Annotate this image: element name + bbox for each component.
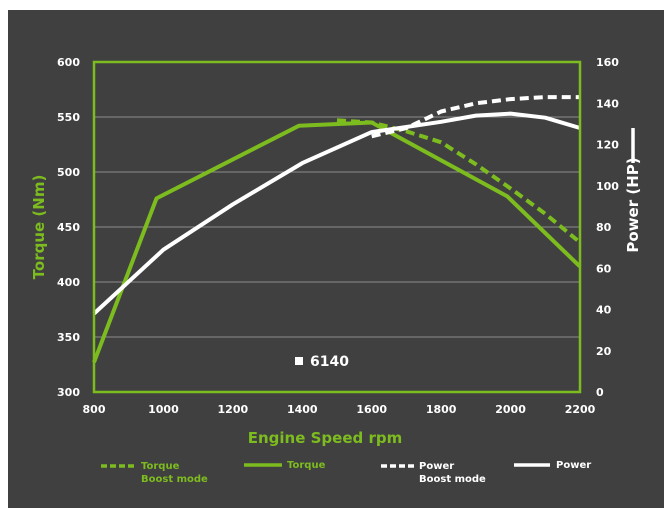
series-layer [92,95,582,364]
plot-area-border [92,60,582,394]
model-label: 6140 [310,354,349,370]
right-tick-label-40: 40 [596,304,612,317]
legend-power-boost-line1: Power [419,461,454,472]
left-tick-label-350: 350 [57,331,80,344]
legend-torque-label: Torque [287,460,326,471]
right-tick-label-80: 80 [596,221,612,234]
legend-power-boost-line2: Boost mode [419,474,486,485]
left-tick-label-450: 450 [57,221,80,234]
legend: Torque Boost mode Torque Power Boost mod… [101,460,591,485]
left-tick-label-300: 300 [57,386,80,399]
series-line-torque-boost-mode [336,118,582,244]
x-tick-label-1000: 1000 [148,403,179,416]
right-tick-label-140: 140 [596,97,619,110]
left-tick-label-500: 500 [57,166,80,179]
x-tick-label-800: 800 [83,403,106,416]
left-tick-label-400: 400 [57,276,80,289]
left-axis-label: Torque (Nm) [30,175,48,280]
right-axis-ticks: 0 20 40 60 80 100 120 140 160 [596,56,619,399]
series-line-power [92,111,581,316]
model-marker-icon [295,357,303,365]
right-tick-label-120: 120 [596,139,619,152]
x-tick-label-1600: 1600 [356,403,387,416]
legend-power-boost-label: Power Boost mode [419,461,486,485]
left-axis-ticks: 300 350 400 450 500 550 600 [57,56,80,399]
chart-background [8,10,664,508]
left-tick-label-600: 600 [57,56,80,69]
x-axis-ticks: 800 1000 1200 1400 1600 1800 2000 2200 [83,403,596,416]
left-tick-label-550: 550 [57,111,80,124]
legend-torque-boost-label: Torque Boost mode [141,461,208,485]
x-tick-label-1800: 1800 [426,403,457,416]
right-tick-label-0: 0 [596,386,604,399]
right-axis-label: Power (HP) [624,157,642,252]
right-tick-label-20: 20 [596,345,612,358]
x-tick-label-2000: 2000 [495,403,526,416]
legend-torque-boost-line2: Boost mode [141,474,208,485]
right-tick-label-160: 160 [596,56,619,69]
x-tick-label-2200: 2200 [565,403,596,416]
x-axis-label: Engine Speed rpm [248,429,403,447]
x-tick-label-1400: 1400 [287,403,318,416]
right-tick-label-100: 100 [596,180,619,193]
legend-power-label: Power [556,460,591,471]
right-tick-label-60: 60 [596,262,612,275]
x-tick-label-1200: 1200 [218,403,249,416]
legend-torque-boost-line1: Torque [141,461,180,472]
series-line-torque [92,120,582,364]
